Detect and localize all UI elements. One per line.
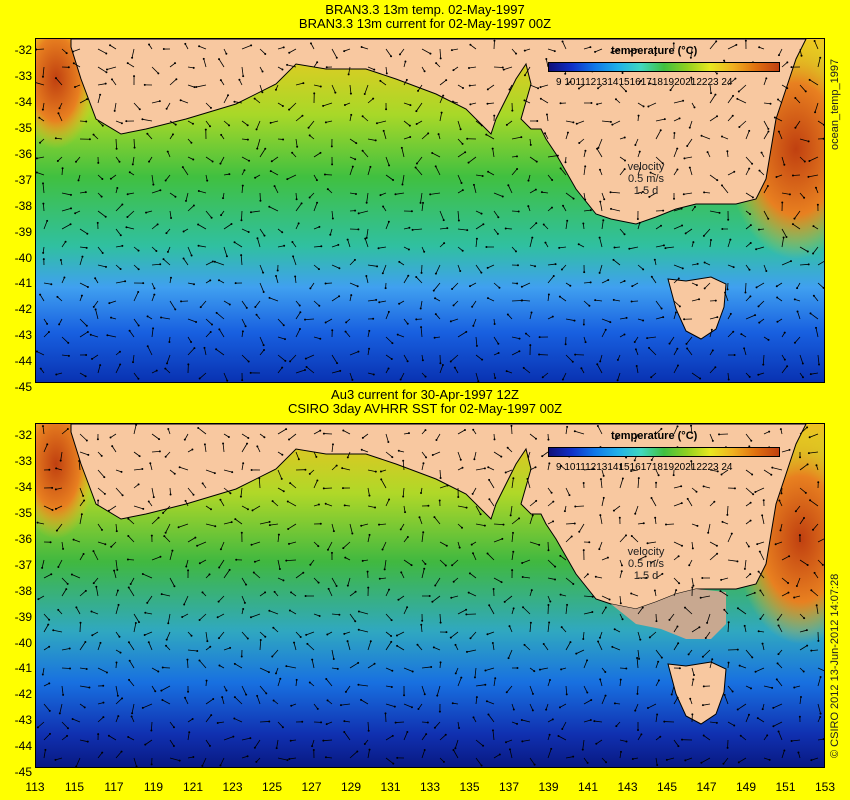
y-tick-label: -33 bbox=[14, 453, 32, 468]
x-tick-label: 135 bbox=[459, 780, 480, 794]
top-map-panel: temperature (°C) 9 101112131415161718192… bbox=[35, 38, 825, 383]
top-velocity-label: velocity bbox=[627, 161, 665, 173]
y-tick-label: -39 bbox=[14, 609, 32, 624]
x-tick-label: 153 bbox=[814, 780, 836, 794]
bottom-velocity-value: 0.5 m/s bbox=[627, 558, 665, 570]
y-tick-label: -40 bbox=[14, 250, 32, 265]
x-tick-label: 123 bbox=[222, 780, 243, 794]
bottom-colorbar bbox=[548, 447, 780, 457]
bottom-velocity-scale: 1.5 d bbox=[633, 570, 659, 582]
y-tick-label: -43 bbox=[14, 328, 32, 343]
y-tick-label: -32 bbox=[14, 43, 32, 57]
x-tick-label: 127 bbox=[301, 780, 322, 794]
bottom-title-2: CSIRO 3day AVHRR SST for 02-May-1997 00Z bbox=[287, 401, 563, 416]
x-tick-label: 125 bbox=[261, 780, 283, 794]
y-tick-label: -41 bbox=[14, 276, 32, 291]
bottom-velocity-label: velocity bbox=[627, 546, 665, 558]
x-tick-label: 139 bbox=[538, 780, 559, 794]
x-tick-label: 131 bbox=[380, 780, 401, 794]
bottom-map-svg bbox=[36, 424, 824, 767]
top-colorbar-ticks: 9 1011121314151617181920212223 24 bbox=[556, 77, 733, 88]
x-tick-label: 137 bbox=[498, 780, 520, 794]
y-tick-label: -37 bbox=[14, 557, 32, 572]
y-tick-label: -43 bbox=[14, 713, 32, 728]
y-tick-label: -36 bbox=[14, 146, 32, 161]
y-tick-label: -37 bbox=[14, 172, 32, 187]
y-tick-label: -38 bbox=[14, 198, 32, 213]
y-tick-label: -44 bbox=[14, 354, 32, 369]
y-tick-label: -45 bbox=[14, 765, 32, 780]
y-tick-label: -32 bbox=[14, 428, 32, 442]
x-tick-label: 143 bbox=[617, 780, 638, 794]
y-tick-label: -42 bbox=[14, 687, 32, 702]
x-tick-label: 149 bbox=[735, 780, 757, 794]
y-tick-label: -34 bbox=[14, 94, 32, 109]
x-tick-label: 113 bbox=[25, 780, 45, 794]
top-velocity-scale: 1.5 d bbox=[633, 185, 659, 197]
bottom-colorbar-ticks: 9 1011121314151617181920212223 24 bbox=[556, 462, 733, 473]
top-tasmania-land bbox=[667, 276, 727, 340]
y-tick-label: -44 bbox=[14, 739, 32, 754]
x-tick-label: 117 bbox=[104, 780, 124, 794]
top-map-svg bbox=[36, 39, 824, 382]
bottom-title-1: Au3 current for 30-Apr-1997 12Z bbox=[331, 387, 519, 402]
top-velocity-legend: velocity 0.5 m/s 1.5 d bbox=[621, 161, 671, 197]
y-tick-label: -40 bbox=[14, 635, 32, 650]
y-tick-label: -41 bbox=[14, 661, 32, 676]
x-tick-label: 151 bbox=[775, 780, 796, 794]
bottom-tasmania-land bbox=[667, 661, 727, 725]
top-velocity-value: 0.5 m/s bbox=[627, 173, 665, 185]
y-tick-label: -36 bbox=[14, 531, 32, 546]
x-tick-label: 133 bbox=[419, 780, 441, 794]
top-title-1: BRAN3.3 13m temp. 02-May-1997 bbox=[325, 2, 525, 17]
top-current-arrows bbox=[36, 39, 824, 382]
top-colorbar bbox=[548, 62, 780, 72]
bottom-velocity-legend: velocity 0.5 m/s 1.5 d bbox=[621, 546, 671, 582]
x-tick-label: 129 bbox=[340, 780, 362, 794]
bottom-bass-strait-cloud bbox=[611, 589, 726, 639]
x-tick-label: 115 bbox=[64, 780, 85, 794]
top-side-label: ocean_temp_1997 bbox=[829, 58, 841, 150]
y-tick-label: -39 bbox=[14, 224, 32, 239]
x-tick-label: 141 bbox=[577, 780, 599, 794]
bottom-side-label: © CSIRO 2012 13-Jun-2012 14:07:28 bbox=[829, 573, 841, 758]
top-colorbar-title: temperature (°C) bbox=[611, 45, 698, 57]
x-tick-label: 119 bbox=[143, 780, 164, 794]
x-tick-label: 147 bbox=[696, 780, 717, 794]
y-tick-label: -35 bbox=[14, 120, 32, 135]
y-tick-label: -33 bbox=[14, 68, 32, 83]
y-tick-label: -45 bbox=[14, 380, 32, 395]
bottom-current-arrows bbox=[36, 424, 824, 767]
top-title-2: BRAN3.3 13m current for 02-May-1997 00Z bbox=[298, 16, 552, 31]
y-tick-label: -34 bbox=[14, 479, 32, 494]
bottom-map-panel: temperature (°C) 9 101112131415161718192… bbox=[35, 423, 825, 768]
x-tick-label: 121 bbox=[182, 780, 204, 794]
y-tick-label: -35 bbox=[14, 505, 32, 520]
y-tick-label: -38 bbox=[14, 583, 32, 598]
y-tick-label: -42 bbox=[14, 302, 32, 317]
x-tick-label: 145 bbox=[656, 780, 678, 794]
bottom-colorbar-title: temperature (°C) bbox=[611, 430, 698, 442]
